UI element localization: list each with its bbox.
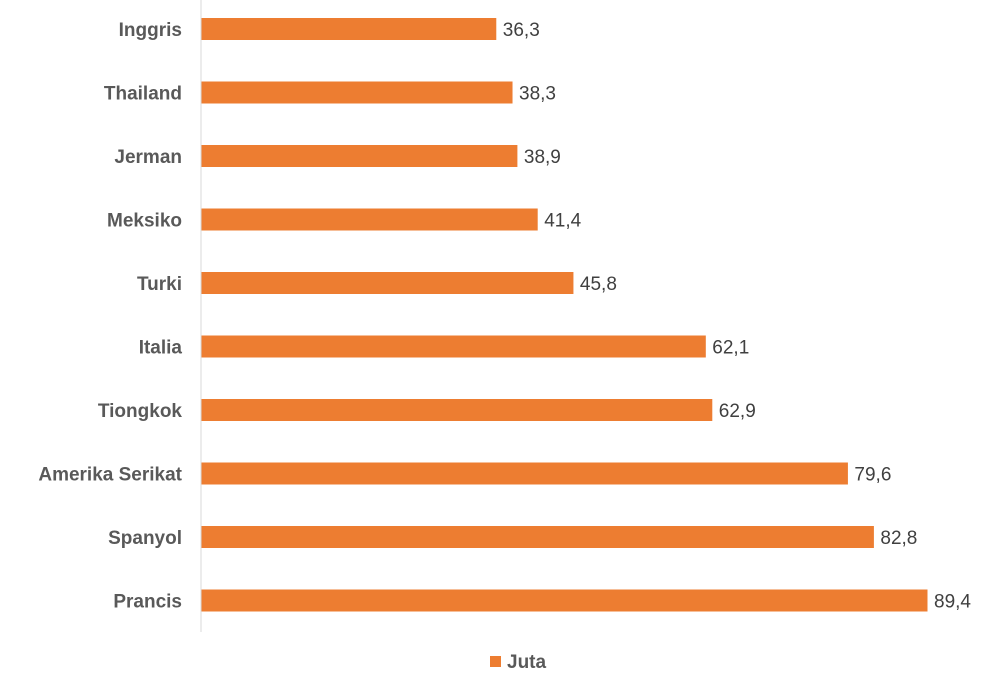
category-label: Inggris bbox=[119, 20, 182, 41]
category-label: Thailand bbox=[104, 84, 182, 105]
bar-spanyol bbox=[201, 526, 874, 548]
bar-jerman bbox=[201, 145, 518, 167]
value-label: 41,4 bbox=[544, 211, 581, 232]
legend-swatch bbox=[490, 656, 501, 667]
category-label: Italia bbox=[139, 338, 183, 359]
value-label: 79,6 bbox=[854, 465, 891, 486]
bars-group bbox=[201, 18, 928, 612]
value-label: 45,8 bbox=[580, 274, 617, 295]
category-label: Prancis bbox=[113, 592, 182, 613]
bar-prancis bbox=[201, 589, 928, 612]
bar-italia bbox=[201, 335, 706, 358]
value-label: 36,3 bbox=[503, 20, 540, 41]
value-labels: 36,3 38,3 38,9 41,4 45,8 62,1 62,9 79,6 82,8 89,4 bbox=[503, 20, 972, 613]
category-label: Amerika Serikat bbox=[38, 465, 182, 486]
bar-turki bbox=[201, 272, 574, 294]
value-label: 82,8 bbox=[880, 528, 917, 549]
bar-tiongkok bbox=[201, 399, 713, 421]
category-labels: Inggris Thailand Jerman Meksiko Turki Italia T… bbox=[38, 20, 182, 613]
value-label: 62,9 bbox=[719, 401, 756, 422]
bar-amerika-serikat bbox=[201, 462, 848, 485]
value-label: 38,9 bbox=[524, 147, 561, 168]
category-label: Turki bbox=[137, 274, 182, 295]
bar-thailand bbox=[201, 81, 513, 104]
category-label: Meksiko bbox=[107, 211, 182, 232]
value-label: 38,3 bbox=[519, 84, 556, 105]
legend-label: Juta bbox=[507, 652, 547, 673]
category-label: Tiongkok bbox=[98, 401, 183, 422]
bar-meksiko bbox=[201, 208, 538, 231]
value-label: 89,4 bbox=[934, 592, 971, 613]
value-label: 62,1 bbox=[712, 338, 749, 359]
bar-inggris bbox=[201, 18, 497, 40]
category-label: Spanyol bbox=[108, 528, 182, 549]
category-label: Jerman bbox=[114, 147, 182, 168]
legend: Juta bbox=[490, 652, 547, 673]
